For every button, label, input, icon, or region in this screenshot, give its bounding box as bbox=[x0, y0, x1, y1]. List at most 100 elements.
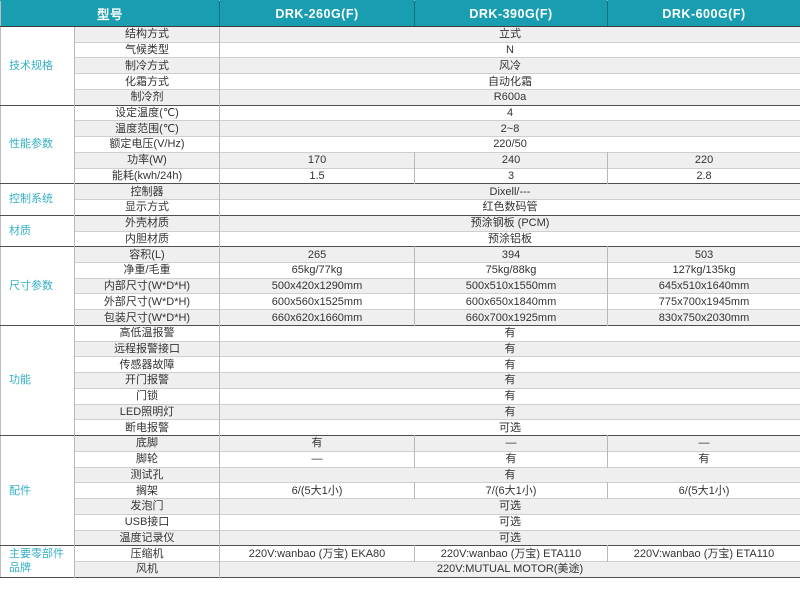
row-label: 内胆材质 bbox=[74, 230, 221, 247]
table-row: 化霜方式 自动化霜 bbox=[1, 73, 800, 90]
value-cell-all-models: 可选 bbox=[219, 419, 800, 436]
section-group-label: 性能参数 bbox=[0, 104, 75, 184]
spec-table: 型号 DRK-260G(F) DRK-390G(F) DRK-600G(F) 技… bbox=[0, 0, 800, 578]
value-cell: 6/(5大1小) bbox=[607, 482, 800, 499]
value-cell: 7/(6大1小) bbox=[414, 482, 609, 499]
value-cell-all-models: 红色数码管 bbox=[219, 199, 800, 216]
table-row: 温度范围(℃) 2~8 bbox=[1, 120, 800, 137]
row-label: 传感器故障 bbox=[74, 356, 221, 373]
value-cell-all-models: 220V:MUTUAL MOTOR(美途) bbox=[219, 560, 800, 578]
table-row: 断电报警 可选 bbox=[1, 419, 800, 436]
value-cell-all-models: 有 bbox=[219, 324, 800, 342]
value-cell-all-models: R600a bbox=[219, 88, 800, 106]
table-row: 性能参数 设定温度(℃) 4 bbox=[0, 104, 800, 184]
row-label: 结构方式 bbox=[74, 26, 221, 43]
value-cell: — bbox=[414, 435, 609, 452]
value-cell: 503 bbox=[607, 246, 800, 263]
value-cell: 75kg/88kg bbox=[414, 262, 609, 279]
table-row: 风机 220V:MUTUAL MOTOR(美途) bbox=[1, 560, 800, 578]
value-cell: 127kg/135kg bbox=[607, 262, 800, 279]
value-cell-all-models: 有 bbox=[219, 466, 800, 483]
value-cell: 1.5 bbox=[219, 167, 416, 184]
table-row: 测试孔有 bbox=[1, 466, 800, 483]
table-row: 脚轮 — 有有 bbox=[1, 450, 800, 468]
table-row: USB接口 可选 bbox=[1, 513, 800, 530]
table-row: 温度记录仪 可选 bbox=[1, 529, 800, 546]
row-label: 脚轮 bbox=[74, 450, 221, 468]
value-cell: 500x510x1550mm bbox=[414, 277, 609, 294]
model-header-label: 型号 bbox=[0, 0, 221, 27]
value-cell: 500x420x1290mm bbox=[219, 277, 416, 294]
table-row: 能耗(kwh/24h) 1.5 3 2.8 bbox=[1, 167, 800, 184]
value-cell: 220 bbox=[607, 151, 800, 169]
header-row: 型号 DRK-260G(F) DRK-390G(F) DRK-600G(F) bbox=[0, 0, 800, 27]
value-cell: 有 bbox=[607, 450, 800, 468]
row-label: 功率(W) bbox=[74, 151, 221, 169]
value-cell: 660x620x1660mm bbox=[219, 309, 416, 326]
row-label: 测试孔 bbox=[74, 466, 221, 483]
row-label: 显示方式 bbox=[74, 199, 221, 216]
value-cell-all-models: 有 bbox=[219, 372, 800, 389]
section-group-label: 尺寸参数 bbox=[0, 246, 75, 326]
table-row: 开门报警有 bbox=[1, 372, 800, 389]
row-label: 化霜方式 bbox=[74, 73, 221, 90]
table-row: 传感器故障有 bbox=[1, 356, 800, 373]
table-row: 内部尺寸(W*D*H) 500x420x1290mm 500x510x1550mm 6… bbox=[1, 277, 800, 294]
table-row: 功能 高低温报警有 bbox=[0, 324, 800, 436]
row-label: 容积(L) bbox=[74, 246, 221, 263]
section-group-label: 主要零部件品牌 bbox=[0, 545, 75, 578]
table-row: 功率(W) 170 240 220 bbox=[1, 151, 800, 169]
value-cell-all-models: N bbox=[219, 41, 800, 58]
row-label: 断电报警 bbox=[74, 419, 221, 436]
value-cell-all-models: 有 bbox=[219, 403, 800, 420]
row-label: 外部尺寸(W*D*H) bbox=[74, 293, 221, 310]
row-label: 门锁 bbox=[74, 387, 221, 405]
value-cell: 265 bbox=[219, 246, 416, 263]
section-group-label: 功能 bbox=[0, 324, 75, 436]
section-group-label: 控制系统 bbox=[0, 183, 75, 216]
row-label: 温度记录仪 bbox=[74, 529, 221, 546]
table-row: 尺寸参数 容积(L) 265 394 503 bbox=[0, 246, 800, 326]
section-group-label: 配件 bbox=[0, 435, 75, 546]
row-label: 风机 bbox=[74, 560, 221, 578]
value-cell: 240 bbox=[414, 151, 609, 169]
table-row: 额定电压(V/Hz) 220/50 bbox=[1, 136, 800, 153]
value-cell: — bbox=[219, 450, 416, 468]
value-cell: 有 bbox=[219, 435, 416, 452]
table-row: 发泡门 可选 bbox=[1, 498, 800, 515]
table-row: 内胆材质 预涂铝板 bbox=[1, 230, 800, 247]
value-cell: 有 bbox=[414, 450, 609, 468]
value-cell: 6/(5大1小) bbox=[219, 482, 416, 499]
row-label: 远程报警接口 bbox=[74, 340, 221, 357]
value-cell: 775x700x1945mm bbox=[607, 293, 800, 310]
value-cell: 394 bbox=[414, 246, 609, 263]
value-cell: 65kg/77kg bbox=[219, 262, 416, 279]
value-cell: 170 bbox=[219, 151, 416, 169]
table-row: 技术规格 结构方式 立式 bbox=[0, 26, 800, 106]
table-row: 控制系统 控制器 Dixell/--- bbox=[0, 183, 800, 216]
value-cell: 600x650x1840mm bbox=[414, 293, 609, 310]
model-column-header-1: DRK-260G(F) bbox=[219, 0, 416, 27]
row-label: 气候类型 bbox=[74, 41, 221, 58]
row-label: 控制器 bbox=[74, 183, 221, 200]
row-label: 发泡门 bbox=[74, 498, 221, 515]
value-cell-all-models: 可选 bbox=[219, 498, 800, 515]
table-row: 显示方式 红色数码管 bbox=[1, 199, 800, 216]
row-label: 开门报警 bbox=[74, 372, 221, 389]
value-cell: 220V:wanbao (万宝) ETA110 bbox=[414, 545, 609, 562]
value-cell: 220V:wanbao (万宝) ETA110 bbox=[607, 545, 800, 562]
row-label: 压缩机 bbox=[74, 545, 221, 562]
value-cell-all-models: 自动化霜 bbox=[219, 73, 800, 90]
model-column-header-2: DRK-390G(F) bbox=[414, 0, 609, 27]
row-label: 外壳材质 bbox=[74, 214, 221, 232]
row-label: 底脚 bbox=[74, 435, 221, 452]
table-row: 搁架 6/(5大1小) 7/(6大1小) 6/(5大1小) bbox=[1, 482, 800, 499]
row-label: LED照明灯 bbox=[74, 403, 221, 420]
value-cell: 3 bbox=[414, 167, 609, 184]
value-cell-all-models: 预涂钢板 (PCM) bbox=[219, 214, 800, 232]
row-label: 温度范围(℃) bbox=[74, 120, 221, 137]
row-label: 设定温度(℃) bbox=[74, 104, 221, 121]
value-cell-all-models: 可选 bbox=[219, 513, 800, 530]
table-row: 外部尺寸(W*D*H) 600x560x1525mm 600x650x1840mm 7… bbox=[1, 293, 800, 310]
value-cell-all-models: 立式 bbox=[219, 26, 800, 43]
